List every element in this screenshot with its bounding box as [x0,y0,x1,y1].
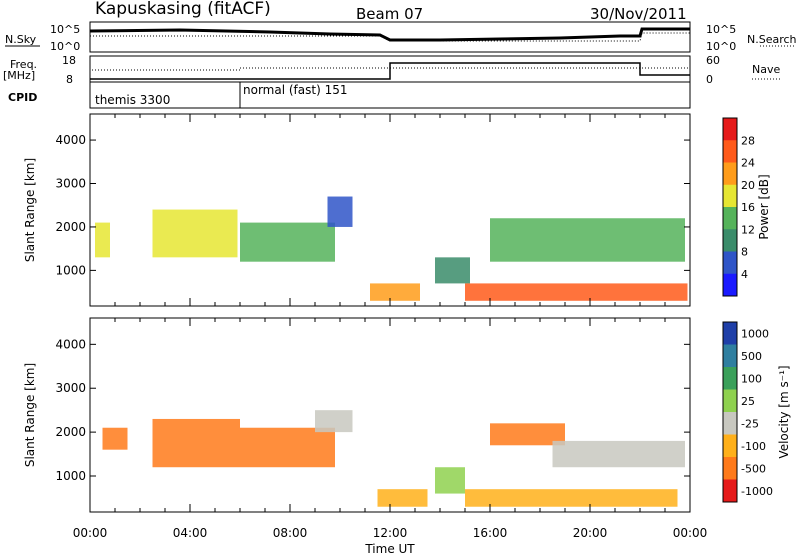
colorbar-tick: 28 [741,134,755,147]
ytick-label: 2000 [55,220,86,234]
velocity-region-6 [490,423,565,446]
xtick-label: 16:00 [473,526,508,540]
nave-trace [90,62,690,80]
colorbar-frame [722,117,738,297]
velocity-region-8 [465,489,678,507]
colorbar-swatch [723,251,737,275]
xtick-label: 12:00 [373,526,408,540]
colorbar-tick: -25 [741,417,759,430]
colorbar-tick: 20 [741,179,755,192]
colorbar-tick: -1000 [741,485,773,498]
x-axis: 00:00 04:00 08:00 12:00 16:00 20:00 00:00 [73,526,708,540]
colorbar-swatch [723,229,737,252]
xtick-label: 04:00 [173,526,208,540]
nave-tick-high: 60 [706,54,720,67]
colorbar-swatch [723,479,737,503]
cpid-segment-2: normal (fast) 151 [243,83,347,97]
xtick-label: 00:00 [73,526,108,540]
power-panel: 1000 2000 3000 4000 Slant Range [km] 4 8 12 16 20… [23,113,771,307]
velocity-region-5 [435,467,465,494]
colorbar-tick: 1000 [741,327,769,340]
nsearch-trace [90,32,690,42]
colorbar-tick: 24 [741,157,755,170]
colorbar-swatch [723,434,737,458]
power-region-7 [465,283,688,301]
ytick-label: 3000 [55,177,86,191]
power-region-5 [435,257,470,284]
nsearch-tick-low: 10^0 [706,40,736,53]
colorbar-tick: -500 [741,462,766,475]
nsky-tick-high: 10^5 [50,23,80,36]
xtick-label: 00:00 [673,526,708,540]
colorbar-swatch [723,344,737,368]
nsearch-tick-high: 10^5 [706,23,736,36]
colorbar-title: Power [dB] [757,174,771,239]
colorbar-tick: 500 [741,350,762,363]
ytick-label: 4000 [55,133,86,147]
velocity-panel: 1000 2000 3000 4000 Slant Range [km] 1000 500 1… [23,317,791,513]
nave-tick-low: 0 [706,73,713,86]
ytick-label: 1000 [55,263,86,277]
colorbar-swatch [723,389,737,413]
nsky-tick-low: 10^0 [50,40,80,53]
colorbar-title: Velocity [m s⁻¹] [777,365,791,458]
colorbar-swatch [723,412,737,435]
power-region-4 [370,283,420,301]
power-region-2 [240,222,335,262]
power-region-1 [152,209,238,258]
colorbar-swatch [723,140,737,163]
power-region-6 [490,218,685,262]
velocity-frame [89,317,691,513]
ytick-label: 3000 [55,381,86,395]
ytick-label: 2000 [55,425,86,439]
freq-tick-high: 18 [62,54,76,67]
power-region-3 [327,196,353,227]
velocity-region-1 [240,427,335,468]
station-title: Kapuskasing (fitACF) [95,0,271,19]
xtick-label: 20:00 [573,526,608,540]
colorbar-swatch [723,457,737,480]
power-region-0 [95,222,110,258]
colorbar-tick: 4 [741,268,748,281]
colorbar-tick: 8 [741,246,748,259]
colorbar-tick: 100 [741,372,762,385]
colorbar-swatch [723,118,737,141]
y-axis-title: Slant Range [km] [23,363,37,467]
date-title: 30/Nov/2011 [590,5,687,23]
x-axis-title: Time UT [364,542,415,554]
colorbar-swatch [723,273,737,297]
cpid-segment-1: themis 3300 [95,93,170,107]
freq-label: Freq. [10,58,37,71]
nsearch-label: N.Search [747,33,797,46]
cpid-label: CPID [8,91,37,104]
colorbar-swatch [723,184,737,208]
colorbar-tick: 25 [741,395,755,408]
velocity-region-2 [102,427,128,450]
nsky-trace [89,27,690,42]
colorbar-tick: 12 [741,223,755,236]
velocity-region-4 [377,489,428,507]
y-axis-title: Slant Range [km] [23,158,37,262]
colorbar-tick: -100 [741,440,766,453]
freq-unit: [MHz] [3,69,35,82]
ytick-label: 1000 [55,469,86,483]
freq-tick-low: 8 [66,73,73,86]
colorbar-swatch [723,207,737,230]
ytick-label: 4000 [55,337,86,351]
colorbar-frame [722,321,738,503]
colorbar-swatch [723,322,737,345]
velocity-region-7 [552,440,685,468]
xtick-label: 08:00 [273,526,308,540]
nave-label: Nave [752,63,780,76]
nsky-panel [89,21,691,53]
colorbar-swatch [723,162,737,186]
nsky-label: N.Sky [5,33,37,46]
velocity-region-0 [152,418,240,468]
velocity-region-3 [315,410,353,433]
colorbar-tick: 16 [741,201,755,214]
colorbar-swatch [723,367,737,390]
cpid-panel [89,81,691,109]
beam-title: Beam 07 [356,5,423,23]
